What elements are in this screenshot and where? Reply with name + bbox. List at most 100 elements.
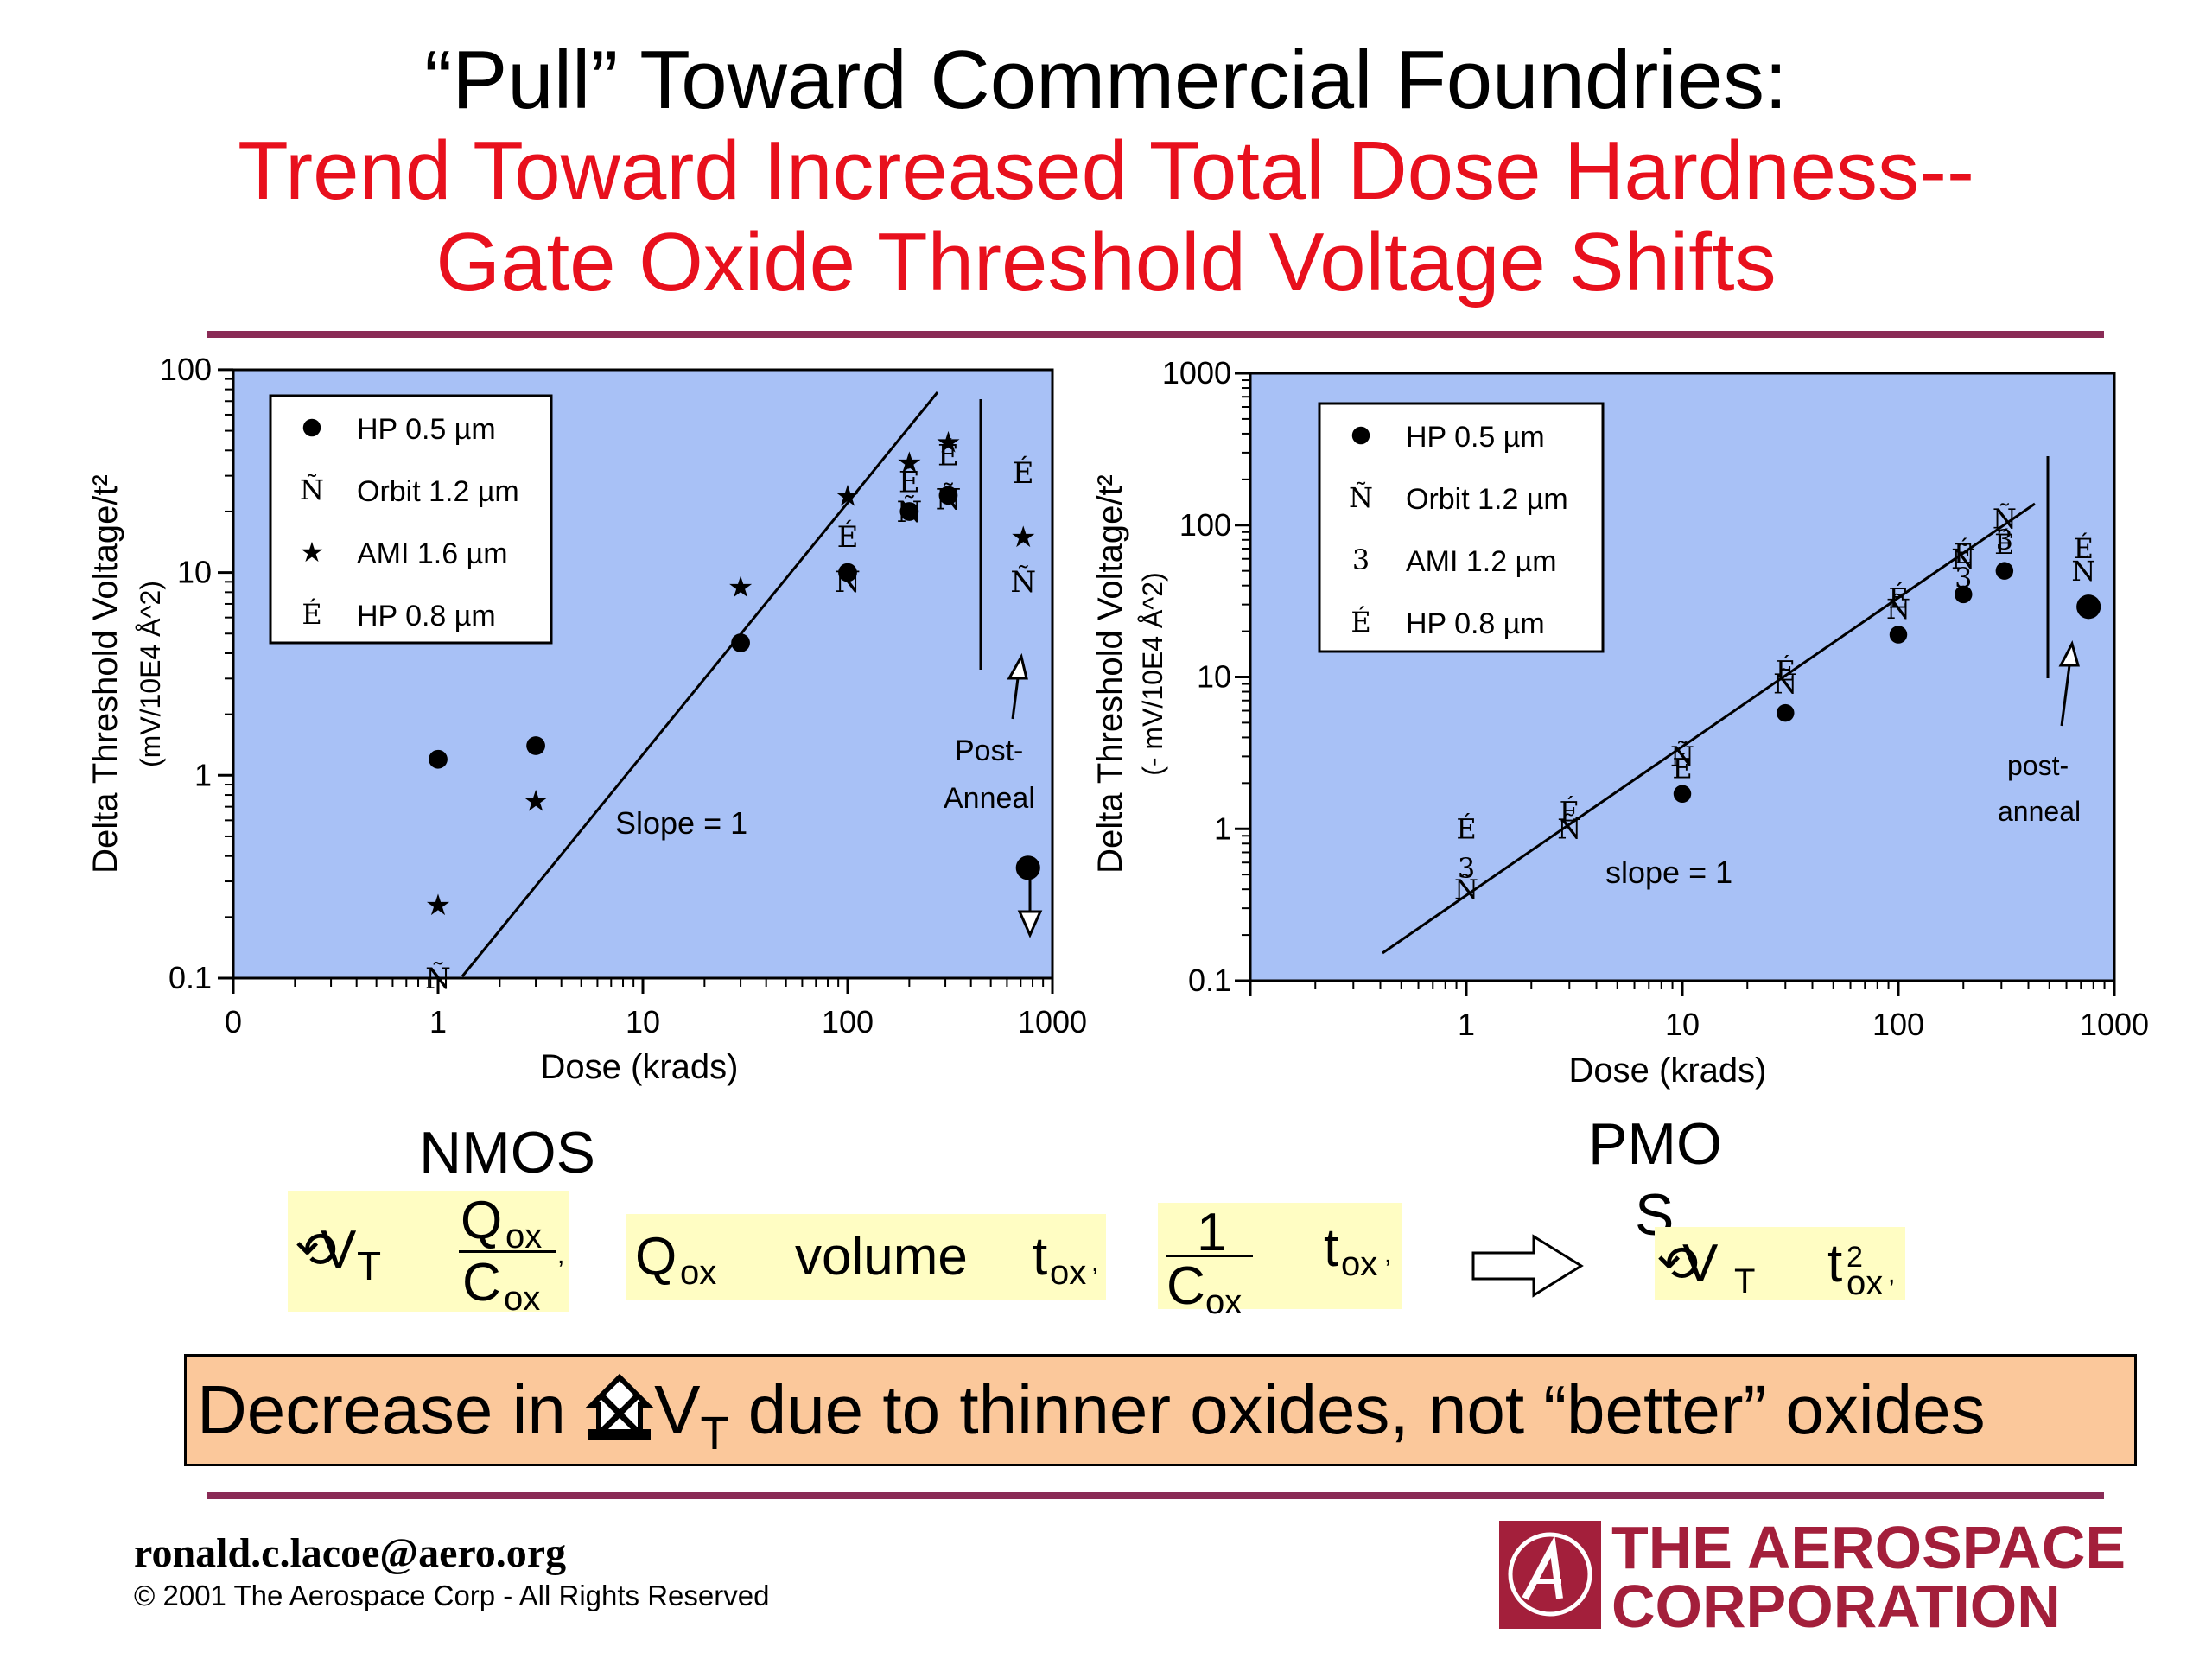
data-point: Ñ (425, 961, 451, 996)
conclusion-banner: Decrease in VT due to thinner oxides, no… (184, 1354, 2137, 1466)
x-tick-label: 1000 (2080, 1007, 2149, 1042)
eq2-t: t (1033, 1227, 1048, 1287)
data-point: É (837, 519, 859, 555)
data-point: ★ (896, 446, 922, 480)
data-point: É (1994, 528, 2014, 561)
post-anneal-point (2076, 594, 2101, 620)
legend-marker: Ñ (300, 474, 324, 506)
eq1-c: C (462, 1253, 501, 1313)
data-point (1777, 703, 1795, 722)
legend-label: HP 0.8 µm (1406, 607, 1545, 640)
eq2-t-sub: ox (1050, 1254, 1087, 1292)
data-point (1995, 562, 2014, 580)
equation-vt-q-over-c: ⟲ V T Q ox C ox , (288, 1191, 569, 1318)
data-point (899, 502, 919, 521)
x-tick-label: 1 (1458, 1007, 1475, 1042)
data-point (429, 749, 448, 769)
x-axis-label: Dose (krads) (541, 1048, 739, 1086)
delta-symbol-icon: ⟲ (295, 1222, 337, 1278)
data-point: Ñ (936, 482, 962, 518)
bottom-divider (207, 1492, 2104, 1499)
y-axis-label: Delta Threshold Voltage/t² (1091, 474, 1129, 874)
eq3-c: C (1166, 1256, 1205, 1316)
eq2-q-sub: ox (680, 1254, 717, 1292)
x-tick-label: 1000 (1018, 1004, 1087, 1039)
legend (269, 394, 553, 645)
legend-marker: Ñ (1349, 481, 1373, 514)
top-divider (207, 331, 2104, 338)
data-point (938, 486, 958, 505)
eq3-fraction-bar (1166, 1255, 1253, 1257)
eq1-v: V (321, 1220, 357, 1280)
legend-label: HP 0.5 µm (1406, 421, 1545, 454)
eq4-t-sub: T (1734, 1262, 1756, 1300)
data-point: ★ (835, 479, 861, 513)
delta-symbol-icon: ⟲ (1656, 1236, 1699, 1292)
pmos-label-a: PMO (1588, 1111, 1722, 1177)
legend-marker: É (302, 598, 321, 631)
data-point (838, 563, 857, 582)
y-tick-label: 0.1 (168, 960, 212, 995)
y-axis-unit: (mV/10E4 Å^2) (135, 581, 166, 767)
aerospace-logo-icon (1499, 1521, 1601, 1629)
post-anneal-arrow-shaft (1011, 677, 1020, 720)
data-point (1889, 626, 1908, 644)
eq1-q: Q (461, 1191, 503, 1250)
author-email: ronald.c.lacoe@aero.org (134, 1530, 567, 1576)
y-axis-label: Delta Threshold Voltage/t² (86, 474, 124, 874)
equation-q-volume-t: Q ox volume t ox , (626, 1214, 1106, 1300)
data-point: É (1456, 812, 1476, 845)
eq1-q-sub: ox (505, 1217, 543, 1255)
post-anneal-point (1015, 855, 1040, 880)
y-tick-label: 0.1 (1188, 963, 1231, 998)
legend-label: Orbit 1.2 µm (1406, 483, 1568, 516)
eq4-comma: , (1888, 1260, 1896, 1288)
post-anneal-label-1: post- (2007, 750, 2069, 781)
copyright: © 2001 The Aerospace Corp - All Rights R… (134, 1580, 770, 1611)
eq2-q: Q (635, 1227, 677, 1287)
post-anneal-label-1: Post- (955, 734, 1023, 767)
equation-vt-tox-squared: ⟲ V T t 2 ox , (1655, 1227, 1905, 1302)
slope-label: Slope = 1 (615, 805, 747, 841)
x-axis-label: Dose (krads) (1569, 1052, 1767, 1090)
eq2-volume: volume (795, 1227, 968, 1287)
data-point: Ñ (1773, 668, 1797, 701)
eq1-c-sub: ox (504, 1280, 541, 1318)
legend-marker (1351, 426, 1370, 445)
eq1-comma: , (557, 1241, 565, 1269)
nmos-label: NMOS (419, 1120, 595, 1185)
banner-text-pre: Decrease in (197, 1371, 586, 1448)
legend-label: AMI 1.2 µm (1406, 545, 1557, 578)
data-point: Ñ (896, 494, 922, 530)
legend-marker: É (1351, 606, 1370, 639)
x-tick-label: 0 (225, 1004, 242, 1039)
post-anneal-label-2: anneal (1998, 796, 2081, 827)
banner-t-sub: T (700, 1408, 729, 1459)
eq3-comma: , (1384, 1240, 1392, 1268)
slide-subtitle-line2: Gate Oxide Threshold Voltage Shifts (435, 216, 1777, 308)
eq4-v: V (1682, 1234, 1719, 1294)
slope-label: slope = 1 (1605, 855, 1732, 890)
legend-label: Orbit 1.2 µm (357, 475, 519, 508)
legend-marker: ★ (300, 536, 325, 569)
slope-line (461, 391, 939, 977)
post-anneal-point: Ñ (1010, 564, 1036, 600)
legend (1318, 402, 1605, 653)
y-tick-label: 1 (1214, 810, 1231, 846)
legend-label: AMI 1.6 µm (357, 537, 508, 570)
eq4-t-sub: ox (1847, 1264, 1884, 1302)
data-point: ★ (728, 570, 753, 605)
eq1-t-sub: T (357, 1243, 382, 1288)
equation-one-over-c: 1 C ox t ox , (1158, 1203, 1402, 1321)
data-point: 3 (1955, 562, 1972, 594)
x-tick-label: 10 (1665, 1007, 1700, 1042)
data-point: ★ (523, 785, 549, 819)
data-point: 3 (1996, 524, 2013, 556)
eq4-squared: 2 (1847, 1241, 1863, 1274)
y-tick-label: 10 (177, 555, 212, 590)
data-point: Ñ (835, 564, 861, 600)
data-point: ★ (425, 888, 451, 923)
y-tick-label: 10 (1197, 659, 1231, 695)
banner-text-post: due to thinner oxides, not “better” oxid… (728, 1371, 1986, 1448)
data-point (1673, 785, 1692, 803)
